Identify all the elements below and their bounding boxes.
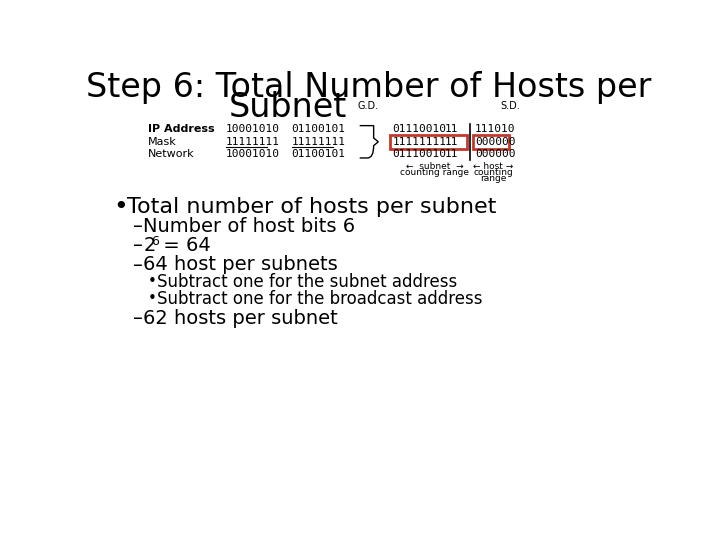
Text: 11: 11 — [445, 125, 459, 134]
Text: Step 6: Total Number of Hosts per: Step 6: Total Number of Hosts per — [86, 71, 652, 104]
Text: 11111111: 11111111 — [392, 137, 446, 147]
Text: –: – — [132, 237, 143, 255]
Text: 01100101: 01100101 — [292, 125, 346, 134]
Text: 64 host per subnets: 64 host per subnets — [143, 255, 338, 274]
Text: –: – — [132, 309, 143, 328]
Text: ← host →: ← host → — [473, 162, 513, 171]
Text: –: – — [132, 217, 143, 236]
Text: ←  subnet  →: ← subnet → — [406, 162, 464, 171]
Text: 01100101: 01100101 — [292, 149, 346, 159]
Text: 10001010: 10001010 — [225, 125, 279, 134]
Text: counting range: counting range — [400, 168, 469, 177]
Text: 111010: 111010 — [475, 125, 516, 134]
Text: 6: 6 — [151, 235, 159, 248]
Text: counting: counting — [473, 168, 513, 177]
Text: = 64: = 64 — [158, 237, 211, 255]
Text: 01110010: 01110010 — [392, 149, 446, 159]
Text: 11: 11 — [445, 137, 459, 147]
Text: –: – — [132, 255, 143, 274]
Text: 000000: 000000 — [475, 149, 516, 159]
Text: G.D.: G.D. — [357, 100, 379, 111]
Text: range: range — [480, 174, 506, 183]
Text: •: • — [148, 292, 157, 306]
Text: Network: Network — [148, 149, 194, 159]
Text: Mask: Mask — [148, 137, 177, 147]
Text: 11111111: 11111111 — [225, 137, 279, 147]
Text: Number of host bits 6: Number of host bits 6 — [143, 217, 356, 236]
Text: 11111111: 11111111 — [292, 137, 346, 147]
Text: 62 hosts per subnet: 62 hosts per subnet — [143, 309, 338, 328]
Text: Subtract one for the subnet address: Subtract one for the subnet address — [158, 273, 458, 291]
Text: •: • — [148, 274, 157, 289]
Text: •: • — [113, 195, 128, 219]
Text: Subnet: Subnet — [228, 91, 347, 124]
Text: 10001010: 10001010 — [225, 149, 279, 159]
Text: 11: 11 — [445, 149, 459, 159]
Text: 000000: 000000 — [475, 137, 516, 147]
Text: 01110010: 01110010 — [392, 125, 446, 134]
Text: IP Address: IP Address — [148, 125, 215, 134]
Text: Total number of hosts per subnet: Total number of hosts per subnet — [127, 197, 497, 217]
Text: 2: 2 — [143, 237, 156, 255]
Text: S.D.: S.D. — [500, 100, 521, 111]
Text: Subtract one for the broadcast address: Subtract one for the broadcast address — [158, 290, 483, 308]
